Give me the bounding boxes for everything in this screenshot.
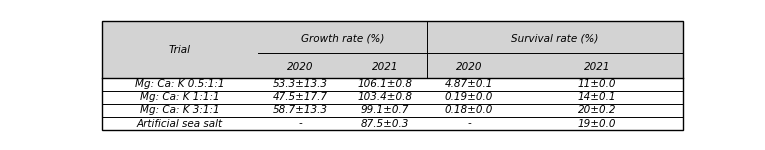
Text: 2020: 2020 — [456, 61, 482, 72]
Text: 58.7±13.3: 58.7±13.3 — [273, 105, 328, 116]
Text: 53.3±13.3: 53.3±13.3 — [273, 80, 328, 89]
Text: 99.1±0.7: 99.1±0.7 — [360, 105, 409, 116]
Text: 2021: 2021 — [584, 61, 610, 72]
Text: 11±0.0: 11±0.0 — [578, 80, 616, 89]
Text: 4.87±0.1: 4.87±0.1 — [445, 80, 493, 89]
Text: Growth rate (%): Growth rate (%) — [301, 33, 384, 43]
Text: 20±0.2: 20±0.2 — [578, 105, 616, 116]
Text: Survival rate (%): Survival rate (%) — [511, 33, 598, 43]
Text: 0.18±0.0: 0.18±0.0 — [445, 105, 493, 116]
Text: 19±0.0: 19±0.0 — [578, 118, 616, 129]
Text: Mg: Ca: K 1:1:1: Mg: Ca: K 1:1:1 — [140, 92, 220, 102]
Text: 47.5±17.7: 47.5±17.7 — [273, 92, 328, 102]
Text: -: - — [467, 118, 471, 129]
Bar — [102, 78, 682, 130]
Text: 14±0.1: 14±0.1 — [578, 92, 616, 102]
Text: 0.19±0.0: 0.19±0.0 — [445, 92, 493, 102]
Text: Mg: Ca: K 3:1:1: Mg: Ca: K 3:1:1 — [140, 105, 220, 116]
Text: 2020: 2020 — [288, 61, 314, 72]
Text: 87.5±0.3: 87.5±0.3 — [360, 118, 409, 129]
Text: 2021: 2021 — [372, 61, 398, 72]
Text: 106.1±0.8: 106.1±0.8 — [357, 80, 412, 89]
Text: 103.4±0.8: 103.4±0.8 — [357, 92, 412, 102]
Text: Artificial sea salt: Artificial sea salt — [137, 118, 223, 129]
Text: Mg: Ca: K 0.5:1:1: Mg: Ca: K 0.5:1:1 — [135, 80, 225, 89]
Text: -: - — [298, 118, 302, 129]
Bar — [102, 21, 682, 78]
Text: Trial: Trial — [169, 45, 191, 55]
